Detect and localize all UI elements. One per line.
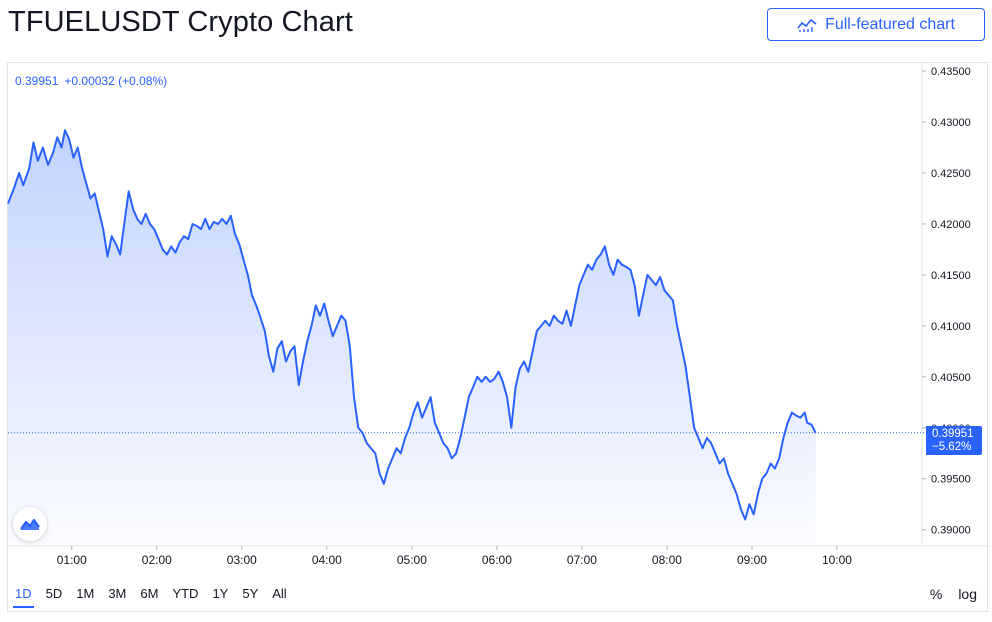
legend-change: +0.00032 (+0.08%)	[64, 74, 168, 88]
y-tick-label: 0.42000	[931, 219, 971, 231]
range-button-1y[interactable]: 1Y	[212, 586, 229, 601]
range-button-6m[interactable]: 6M	[140, 586, 159, 601]
percent-toggle[interactable]: %	[929, 586, 943, 602]
x-tick-label: 02:00	[142, 553, 172, 567]
page-title: TFUELUSDT Crypto Chart	[8, 6, 353, 38]
y-tick-label: 0.42500	[931, 168, 971, 180]
range-button-5y[interactable]: 5Y	[242, 586, 259, 601]
x-tick-label: 04:00	[312, 553, 342, 567]
range-button-ytd[interactable]: YTD	[172, 586, 199, 601]
y-tick-label: 0.39000	[931, 525, 971, 537]
full-featured-chart-button[interactable]: Full-featured chart	[767, 8, 985, 41]
y-tick-label: 0.41500	[931, 270, 971, 282]
price-area	[8, 130, 816, 546]
y-tick-label: 0.39500	[931, 474, 971, 486]
chart-legend: 0.39951 +0.00032 (+0.08%)	[15, 74, 167, 88]
y-tick-label: 0.40500	[931, 372, 971, 384]
x-tick-label: 06:00	[482, 553, 512, 567]
tradingview-logo-icon[interactable]	[13, 507, 47, 541]
last-price-value: 0.39951	[932, 427, 974, 440]
y-tick-label: 0.43000	[931, 117, 971, 129]
x-tick-label: 10:00	[822, 553, 852, 567]
x-tick-label: 05:00	[397, 553, 427, 567]
chart-frame	[7, 62, 988, 612]
range-toolbar: 1D 5D 1M 3M 6M YTD 1Y 5Y All % log	[8, 577, 987, 611]
full-featured-chart-label: Full-featured chart	[825, 15, 955, 33]
price-line	[7, 129, 817, 521]
y-tick-label: 0.43500	[931, 66, 971, 78]
range-button-all[interactable]: All	[272, 586, 287, 601]
x-tick-label: 09:00	[737, 553, 767, 567]
log-toggle[interactable]: log	[958, 586, 977, 602]
last-price-change: −5.62%	[932, 440, 972, 453]
range-button-5d[interactable]: 5D	[45, 586, 63, 601]
range-button-1m[interactable]: 1M	[76, 586, 95, 601]
range-button-3m[interactable]: 3M	[108, 586, 127, 601]
x-tick-label: 07:00	[567, 553, 597, 567]
range-button-1d[interactable]: 1D	[8, 579, 39, 609]
x-tick-label: 03:00	[227, 553, 257, 567]
chart-line-icon	[797, 17, 817, 33]
y-tick-label: 0.41000	[931, 321, 971, 333]
x-tick-label: 01:00	[57, 553, 87, 567]
x-tick-label: 08:00	[652, 553, 682, 567]
legend-price: 0.39951	[15, 74, 59, 88]
last-price-badge: 0.39951 −5.62%	[926, 425, 982, 455]
